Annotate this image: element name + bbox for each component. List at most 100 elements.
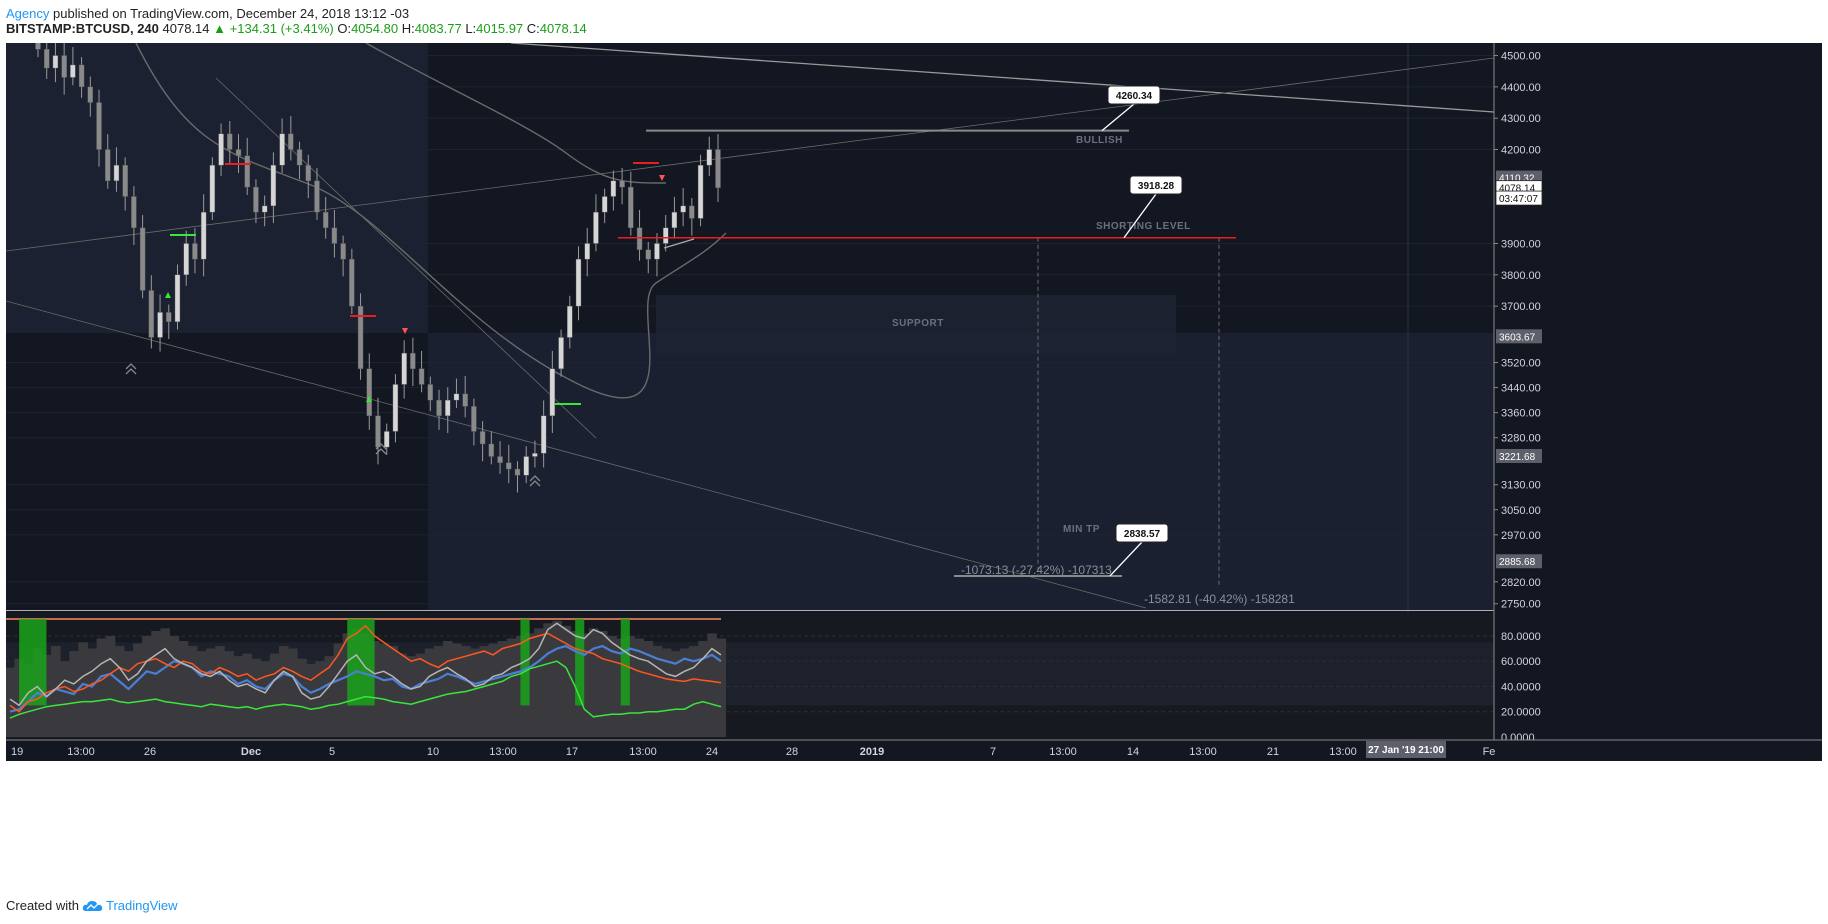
min-tp-callout: 2838.57 [1109, 523, 1169, 577]
time-tick-label: 19 [11, 746, 23, 758]
time-tick-label: 24 [706, 746, 718, 758]
candle-body [628, 186, 634, 229]
candle [445, 387, 451, 434]
moving-average-slow [135, 43, 727, 399]
flag-lower-line [663, 238, 695, 249]
chevron-stroke [125, 363, 137, 370]
candle [61, 43, 67, 95]
histogram-bar [205, 648, 216, 737]
candle [235, 134, 242, 174]
candle-body [497, 456, 503, 463]
price-tick-label: 3800.00 [1501, 270, 1541, 282]
candle-body [418, 368, 425, 385]
support-zone-label: SUPPORT [892, 318, 944, 329]
candle [462, 375, 468, 418]
callout-box [1115, 523, 1169, 543]
double-chevron-up-icon [529, 475, 541, 487]
candle-body [567, 305, 573, 338]
histogram-bar [324, 656, 335, 737]
histogram-bar [242, 653, 253, 737]
candle [610, 170, 617, 211]
histogram-bar [442, 641, 453, 737]
histogram-bar [105, 635, 116, 737]
tradingview-logo[interactable]: TradingView [82, 898, 178, 913]
candle [366, 353, 372, 430]
histogram-bar [224, 651, 234, 737]
candle-body [122, 164, 128, 197]
histogram-bar [588, 628, 599, 737]
candle [453, 378, 460, 408]
histogram-bar [278, 646, 289, 737]
price-marker-text: 3603.67 [1499, 332, 1536, 343]
candle-body [575, 258, 582, 307]
chart-container[interactable]: BULLISH SHORTING LEVEL SUPPORT MIN TP 4260.3… [6, 43, 1822, 889]
histogram-bar [634, 638, 645, 737]
candle [593, 194, 599, 252]
candle [706, 136, 712, 177]
candle [427, 376, 434, 412]
histogram-bar [397, 653, 408, 737]
time-tick-label: 13:00 [629, 746, 657, 758]
price-tick-label: 3050.00 [1501, 505, 1541, 517]
price-marker-text: 4110.32 [1499, 174, 1535, 185]
time-axis-background [6, 740, 1822, 761]
open-value: 4054.80 [351, 21, 399, 36]
candle-body [305, 164, 311, 182]
candle [340, 235, 346, 277]
candle-body [601, 196, 608, 213]
chevron-stroke [375, 448, 387, 455]
candle-body [506, 462, 512, 470]
histogram-bar [534, 628, 544, 737]
candle [575, 246, 582, 321]
candle [410, 337, 416, 387]
candle [514, 461, 521, 493]
histogram-bar [196, 651, 207, 737]
candle-body [113, 164, 120, 182]
candle-body [35, 43, 41, 50]
candle [384, 423, 390, 455]
candle-body [253, 186, 259, 213]
candle-body [218, 133, 224, 166]
price-tick-label: 4300.00 [1501, 113, 1541, 125]
candle-body [671, 211, 678, 229]
candle [244, 137, 250, 195]
candle-body [532, 453, 538, 457]
histogram-bar [470, 648, 480, 737]
author-link[interactable]: Agency [6, 6, 50, 21]
callout-pointer [1109, 541, 1143, 577]
candle [296, 141, 303, 180]
chart-canvas[interactable]: BULLISH SHORTING LEVEL SUPPORT MIN TP 4260.3… [6, 43, 1822, 889]
candle [654, 233, 660, 277]
histogram-bar [625, 635, 635, 737]
candle [70, 47, 76, 86]
price-marker-2: 03:47:07 [1495, 190, 1543, 206]
time-cursor-box [1366, 741, 1446, 758]
price-tick-label: 3360.00 [1501, 408, 1541, 420]
candle [506, 444, 512, 484]
candle [166, 304, 172, 340]
candle [662, 214, 669, 252]
histogram-bar [315, 661, 325, 737]
candle-body [192, 243, 198, 260]
candle-body [619, 180, 625, 188]
candle-body [436, 399, 442, 416]
candle-body [514, 468, 521, 476]
histogram-bar [433, 646, 444, 737]
histogram-bar [160, 628, 171, 737]
candle-body [384, 431, 390, 448]
candle [549, 350, 556, 434]
high-value: 4083.77 [414, 21, 462, 36]
time-tick-label: 5 [329, 746, 335, 758]
histogram-bar [260, 661, 271, 737]
candle-body [279, 133, 285, 166]
footer: Created with TradingView [6, 898, 178, 913]
chevron-stroke [375, 443, 387, 450]
time-tick-label: 10 [427, 746, 439, 758]
price-marker-box [1495, 190, 1543, 206]
candle-body [689, 205, 695, 219]
oscillator-tick-label: 80.0000 [1501, 631, 1541, 643]
candle [540, 400, 547, 468]
candle-body [680, 205, 686, 213]
histogram-bar [169, 635, 180, 737]
markers [125, 162, 695, 487]
